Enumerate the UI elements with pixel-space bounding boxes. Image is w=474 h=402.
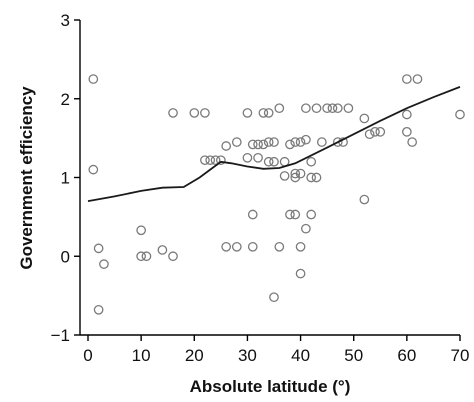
- scatter-point: [322, 103, 332, 114]
- scatter-point: [301, 134, 311, 145]
- scatter-point: [364, 129, 375, 140]
- scatter-point: [407, 137, 418, 147]
- scatter-point: [216, 155, 226, 166]
- scatter-point: [242, 108, 253, 118]
- y-tick-label: 0: [61, 247, 70, 266]
- x-tick-label: 20: [185, 346, 204, 365]
- scatter-point: [412, 74, 423, 84]
- x-tick-label: 40: [291, 346, 310, 365]
- trend-line-layer: [87, 86, 461, 202]
- scatter-point: [247, 241, 258, 252]
- scatter-point: [402, 74, 412, 84]
- scatter-point: [290, 168, 301, 179]
- scatter-point: [455, 109, 465, 120]
- scatter-point: [316, 137, 327, 147]
- scatter-point: [295, 241, 306, 252]
- scatter-point: [332, 137, 343, 147]
- x-tick-label: 60: [397, 346, 416, 365]
- scatter-point: [269, 292, 279, 303]
- scatter-point: [402, 126, 412, 137]
- scatter-point: [295, 168, 306, 179]
- scatter-point: [231, 241, 242, 252]
- scatter-point: [99, 259, 109, 269]
- scatter-point: [136, 225, 146, 236]
- plot-area: [79, 20, 460, 336]
- scatter-point: [88, 74, 99, 84]
- scatter-point: [290, 137, 301, 147]
- trend-line: [87, 86, 461, 202]
- scatter-point: [136, 251, 146, 262]
- scatter-point: [295, 268, 306, 279]
- x-axis-title: Absolute latitude (°): [190, 377, 351, 396]
- scatter-point: [168, 108, 178, 118]
- scatter-point: [274, 241, 285, 252]
- scatter-point: [279, 171, 290, 181]
- scatter-point: [258, 139, 269, 150]
- scatter-point: [402, 109, 412, 120]
- scatter-point: [285, 139, 295, 150]
- x-tick-label: 50: [344, 346, 363, 365]
- scatter-point: [295, 137, 306, 147]
- y-tick-label: −1: [51, 326, 70, 345]
- scatter-point: [253, 152, 263, 163]
- scatter-point: [221, 241, 232, 252]
- scatter-point: [343, 103, 354, 114]
- y-axis-ticks: −1 0 1 2 3: [51, 11, 80, 345]
- y-tick-label: 1: [61, 169, 70, 188]
- scatter-point: [168, 251, 178, 262]
- y-axis-title: Government efficiency: [17, 86, 36, 270]
- scatter-point: [370, 126, 380, 137]
- scatter-point: [88, 164, 99, 175]
- y-tick-label: 2: [61, 90, 70, 109]
- scatter-point: [263, 137, 274, 147]
- scatter-point: [311, 103, 322, 114]
- scatter-point: [157, 245, 168, 255]
- x-tick-label: 70: [451, 346, 470, 365]
- scatter-point: [359, 113, 370, 124]
- x-tick-label: 30: [238, 346, 257, 365]
- scatter-point: [263, 108, 274, 118]
- x-tick-label: 10: [132, 346, 151, 365]
- scatter-point: [306, 209, 317, 220]
- scatter-point: [242, 152, 253, 163]
- scatter-point: [285, 209, 295, 220]
- scatter-point: [301, 223, 311, 234]
- scatter-point: [359, 194, 370, 205]
- scatter-point: [253, 139, 263, 150]
- scatter-point: [290, 209, 301, 220]
- scatter-point: [200, 108, 210, 118]
- x-tick-label: 0: [83, 346, 92, 365]
- scatter-point: [375, 126, 386, 137]
- scatter-points: [88, 74, 465, 315]
- scatter-point: [247, 139, 258, 150]
- scatter-point: [93, 243, 104, 254]
- scatter-point: [306, 156, 317, 167]
- scatter-point: [263, 156, 274, 167]
- scatter-point: [258, 108, 269, 118]
- scatter-point: [93, 304, 104, 315]
- scatter-point: [301, 103, 311, 114]
- scatter-point: [247, 209, 258, 220]
- scatter-point: [274, 103, 285, 114]
- scatter-point: [332, 103, 343, 114]
- scatter-point: [189, 108, 200, 118]
- scatter-point: [327, 103, 338, 114]
- scatter-point: [205, 155, 216, 166]
- scatter-point: [311, 172, 322, 183]
- scatter-point: [269, 156, 279, 167]
- scatter-point: [306, 172, 317, 183]
- y-tick-label: 3: [61, 11, 70, 30]
- scatter-point: [141, 251, 152, 262]
- scatter-point: [231, 137, 242, 147]
- scatter-point: [221, 141, 232, 151]
- scatter-point: [269, 137, 279, 147]
- scatter-point: [210, 155, 221, 166]
- scatter-point: [200, 155, 210, 166]
- x-axis-ticks: 0 10 20 30 40 50 60 70: [83, 335, 469, 365]
